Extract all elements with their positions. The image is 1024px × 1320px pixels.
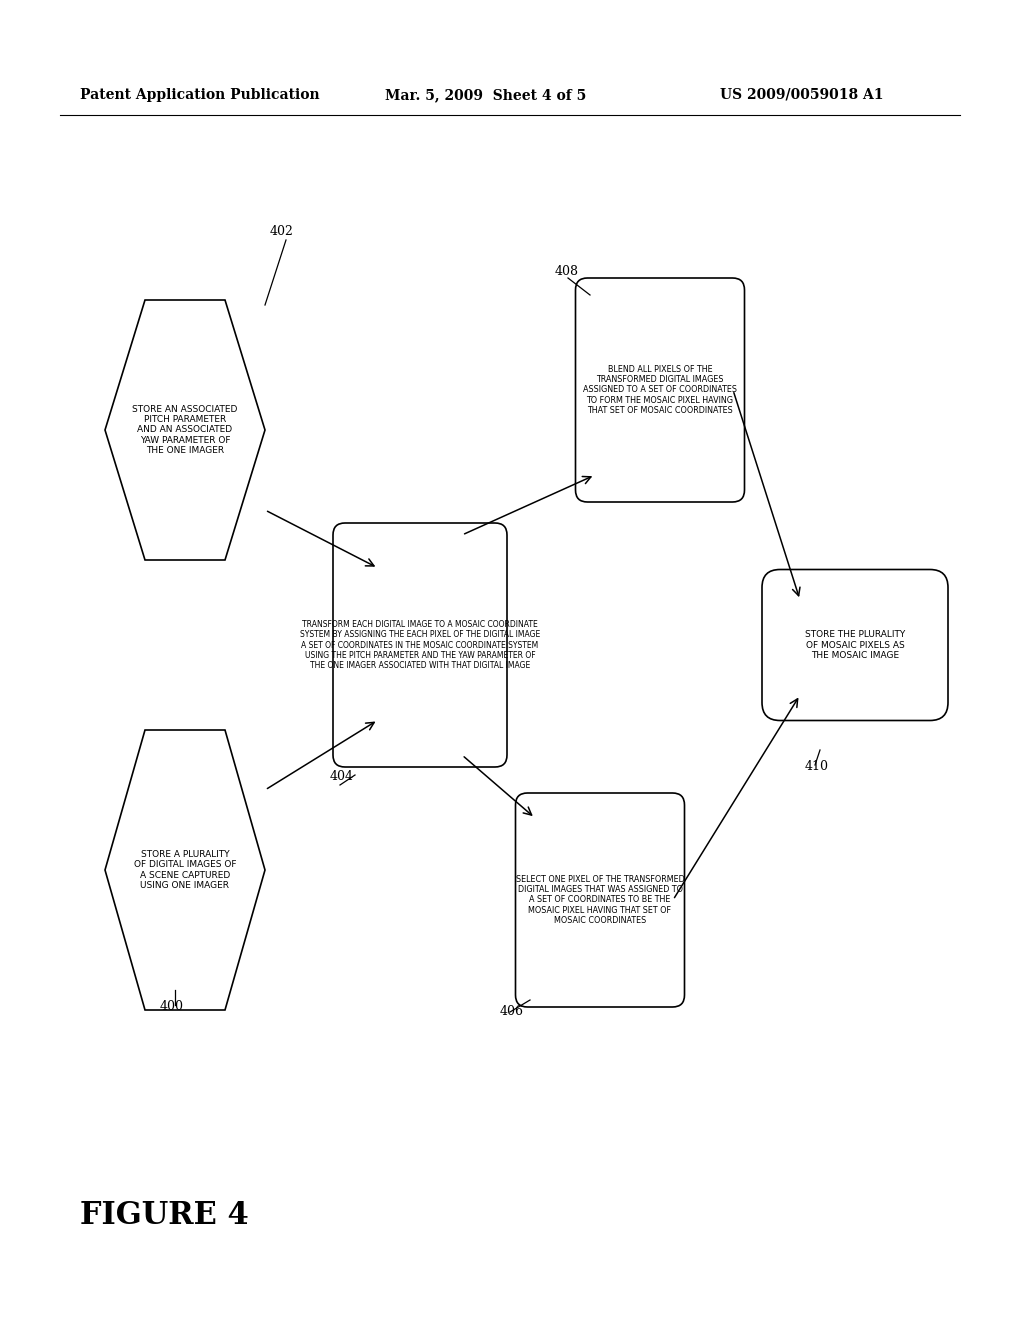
Text: 406: 406 bbox=[500, 1005, 524, 1018]
Text: SELECT ONE PIXEL OF THE TRANSFORMED
DIGITAL IMAGES THAT WAS ASSIGNED TO
A SET OF: SELECT ONE PIXEL OF THE TRANSFORMED DIGI… bbox=[516, 875, 684, 925]
Text: FIGURE 4: FIGURE 4 bbox=[80, 1200, 249, 1230]
Text: BLEND ALL PIXELS OF THE
TRANSFORMED DIGITAL IMAGES
ASSIGNED TO A SET OF COORDINA: BLEND ALL PIXELS OF THE TRANSFORMED DIGI… bbox=[583, 364, 737, 416]
Text: STORE A PLURALITY
OF DIGITAL IMAGES OF
A SCENE CAPTURED
USING ONE IMAGER: STORE A PLURALITY OF DIGITAL IMAGES OF A… bbox=[134, 850, 237, 890]
Text: 410: 410 bbox=[805, 760, 829, 774]
Text: 400: 400 bbox=[160, 1001, 184, 1012]
Text: TRANSFORM EACH DIGITAL IMAGE TO A MOSAIC COORDINATE
SYSTEM BY ASSIGNING THE EACH: TRANSFORM EACH DIGITAL IMAGE TO A MOSAIC… bbox=[300, 619, 540, 671]
Text: 404: 404 bbox=[330, 770, 354, 783]
Text: US 2009/0059018 A1: US 2009/0059018 A1 bbox=[720, 88, 884, 102]
Text: 402: 402 bbox=[270, 224, 294, 238]
Text: Patent Application Publication: Patent Application Publication bbox=[80, 88, 319, 102]
Text: Mar. 5, 2009  Sheet 4 of 5: Mar. 5, 2009 Sheet 4 of 5 bbox=[385, 88, 587, 102]
Text: 408: 408 bbox=[555, 265, 579, 279]
Text: STORE THE PLURALITY
OF MOSAIC PIXELS AS
THE MOSAIC IMAGE: STORE THE PLURALITY OF MOSAIC PIXELS AS … bbox=[805, 630, 905, 660]
Text: STORE AN ASSOCIATED
PITCH PARAMETER
AND AN ASSOCIATED
YAW PARAMETER OF
THE ONE I: STORE AN ASSOCIATED PITCH PARAMETER AND … bbox=[132, 405, 238, 455]
